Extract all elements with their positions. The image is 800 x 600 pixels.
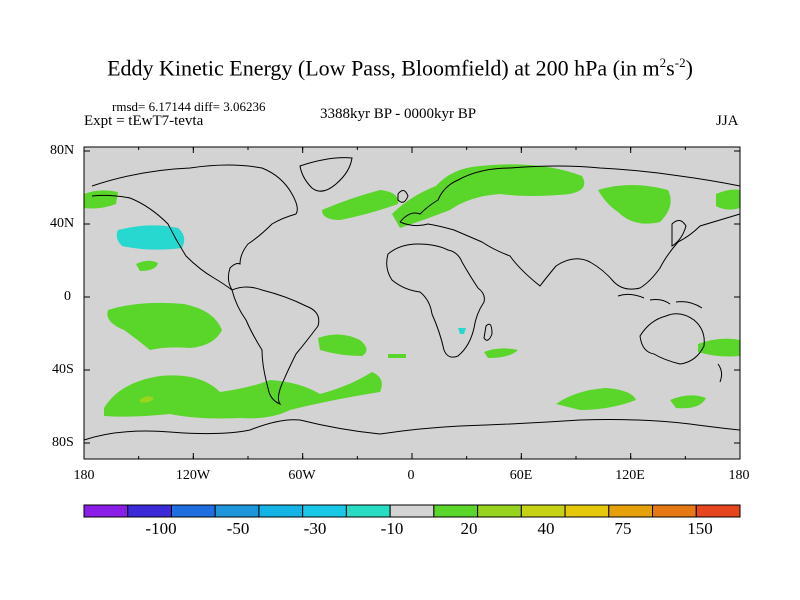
field-australia-east [698,338,740,357]
colorbar-box [608,504,654,518]
field-southern-ocean-core [140,396,154,403]
field-mozambique [458,328,466,334]
lat-label-80s: 80S [52,435,74,450]
colorbar-box [433,504,479,518]
coast-australia [639,313,705,365]
colorbar-box [83,504,129,518]
colorbar-box [477,504,522,518]
colorbar-box [214,504,260,518]
colorbar-box [389,504,435,518]
colorbar-box [652,504,697,518]
chart-title: Eddy Kinetic Energy (Low Pass, Bloomfiel… [107,55,693,81]
field-north-pacific-east [716,189,740,210]
colorbar-label: -10 [380,519,404,538]
lon-label-60w: 60W [288,468,316,483]
lon-label-0: 0 [407,468,415,483]
field-southern-ocean [104,372,382,419]
field-eurasia-north [392,164,585,228]
coast-north-america [91,164,298,291]
colorbar-label: 40 [537,519,555,538]
field-north-atlantic [322,190,399,220]
field-north-pacific-west-band [84,190,118,209]
colorbar-box [564,504,610,518]
colorbar-box [302,504,347,518]
field-southern-pacific-east [670,395,706,409]
experiment-label: Expt = tEwT7-tevta [84,113,204,129]
colorbar-label: 20 [460,519,478,538]
field-south-africa [484,348,518,358]
colorbar-box [127,504,172,518]
lon-label-120w: 120W [175,468,211,483]
stats-text: rmsd= 6.17144 diff= 3.06236 [112,99,266,114]
coast-eurasia [399,165,741,290]
field-north-pacific-negative [116,225,185,250]
lon-label-180e: 180 [728,468,750,483]
field-east-asia [598,185,671,224]
colorbar-box [170,504,216,518]
field-south-atlantic [318,334,367,356]
coast-antarctica [83,419,741,441]
coast-japan [671,220,687,247]
field-south-atlantic-small [388,354,406,358]
colorbar-box [345,504,391,518]
colorbar-box [258,504,304,518]
coast-greenland [299,157,353,192]
colorbar-label: 75 [614,519,632,538]
colorbar-box [520,504,566,518]
lat-label-0: 0 [64,289,71,304]
season-label: JJA [716,113,739,129]
colorbar-box [695,504,741,518]
coast-south-america [231,286,320,406]
colorbar-label: 150 [687,519,713,538]
lat-label-40s: 40S [52,362,74,377]
colorbar-label: -100 [145,519,177,538]
colorbar-label: -50 [226,519,250,538]
colorbar-label: -30 [303,519,327,538]
lon-label-60e: 60E [509,468,533,483]
lat-label-40n: 40N [50,216,75,231]
coast-new-zealand [717,363,723,383]
lat-label-80n: 80N [50,143,75,158]
lon-label-180w: 180 [73,468,95,483]
field-north-pacific-small [136,260,158,271]
coast-africa [386,243,485,358]
lon-label-120e: 120E [615,468,645,483]
period-label: 3388kyr BP - 0000kyr BP [320,106,477,122]
coast-indonesia [617,293,703,309]
field-southern-indian [556,388,636,410]
coast-uk [397,190,409,203]
field-south-pacific [107,302,222,350]
coast-madagascar [483,323,493,341]
